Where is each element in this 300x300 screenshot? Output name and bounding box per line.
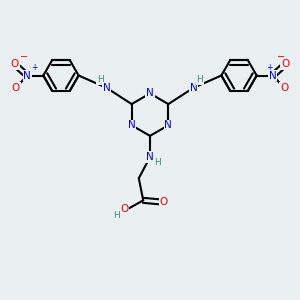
- Text: N: N: [190, 83, 197, 93]
- Text: O: O: [120, 204, 128, 214]
- Text: O: O: [281, 59, 290, 69]
- Text: O: O: [160, 197, 168, 207]
- Text: O: O: [280, 83, 288, 93]
- Text: +: +: [266, 64, 273, 73]
- Text: N: N: [146, 152, 154, 162]
- Text: −: −: [20, 52, 28, 61]
- Text: H: H: [196, 75, 203, 84]
- Text: O: O: [11, 59, 19, 69]
- Text: N: N: [164, 120, 172, 130]
- Text: H: H: [97, 75, 104, 84]
- Text: N: N: [128, 120, 136, 130]
- Text: N: N: [269, 70, 277, 80]
- Text: O: O: [12, 83, 20, 93]
- Text: N: N: [146, 88, 154, 98]
- Text: +: +: [31, 64, 37, 73]
- Text: H: H: [154, 158, 161, 167]
- Text: H: H: [113, 212, 119, 220]
- Text: N: N: [103, 83, 110, 93]
- Text: −: −: [277, 52, 285, 61]
- Text: N: N: [23, 70, 31, 80]
